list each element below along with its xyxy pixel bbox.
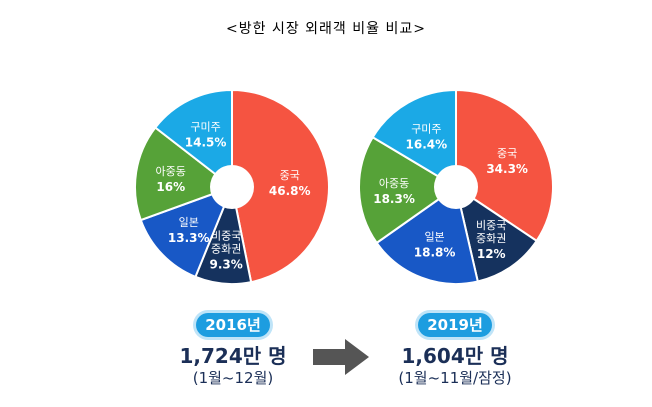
year-badge-2016: 2016년 [196,313,270,337]
visitors-total-2019: 1,604만 명 [401,344,509,368]
slice-label-asia-middle-east-2016: 아중동 16% [156,165,186,194]
slice-americas-europe-2016 [153,88,233,190]
slice-americas-europe-2019 [371,88,457,189]
slice-category-text: 중국 [497,147,517,160]
slice-value-text: 13.3% [168,231,210,245]
slice-value-text: 12% [477,247,506,261]
slice-category-text: 아중동 [156,165,186,178]
right-arrow-icon [313,339,369,375]
slice-value-text: 14.5% [185,136,227,150]
donut-hole [434,165,478,209]
slice-value-text: 16.4% [406,137,448,151]
slice-non-china-chinese-2019 [454,184,539,283]
slice-category-text: 비중국 [211,230,241,243]
slice-value-text: 9.3% [210,258,243,272]
slice-asia-middle-east-2016 [134,126,235,222]
slice-category-text: 중화권 [476,232,506,245]
slice-category-text: 중화권 [211,243,241,256]
slice-value-text: 18.3% [373,192,415,206]
slice-china-2016 [231,88,330,284]
donut-hole [210,165,254,209]
slice-value-text: 34.3% [486,162,528,176]
slice-category-text: 구미주 [411,122,441,135]
slice-category-text: 비중국 [476,219,506,232]
visitors-total-2016: 1,724만 명 [179,344,287,368]
slice-label-japan-2019: 일본 18.8% [414,230,456,260]
slice-label-non-china-chinese-2016: 비중국 중화권 9.3% [210,230,243,272]
slice-value-text: 18.8% [414,246,456,260]
page-title: <방한 시장 외래객 비율 비교> [226,21,426,37]
slice-label-non-china-chinese-2019: 비중국 중화권 12% [476,219,506,261]
slice-japan-2016 [139,185,234,279]
slice-category-text: 아중동 [379,177,409,190]
slice-category-text: 일본 [179,215,199,229]
slice-label-japan-2016: 일본 13.3% [168,215,210,245]
slice-label-china-2016: 중국 46.8% [269,169,311,198]
slice-label-china-2019: 중국 34.3% [486,147,528,176]
slice-category-text: 일본 [424,230,444,244]
slice-value-text: 16% [156,180,185,194]
slice-japan-2019 [375,185,479,285]
slice-category-text: 중국 [280,169,300,182]
slice-label-americas-europe-2016: 구미주 14.5% [185,121,227,150]
slice-value-text: 46.8% [269,184,311,198]
slice-asia-middle-east-2019 [358,135,458,245]
slice-category-text: 구미주 [190,121,220,134]
period-2016: (1월~12월) [192,369,274,387]
period-2019: (1월~11월/잠정) [398,369,512,387]
slice-label-asia-middle-east-2019: 아중동 18.3% [373,177,415,206]
year-badge-2019: 2019년 [418,313,492,337]
slice-label-americas-europe-2019: 구미주 16.4% [406,122,448,151]
